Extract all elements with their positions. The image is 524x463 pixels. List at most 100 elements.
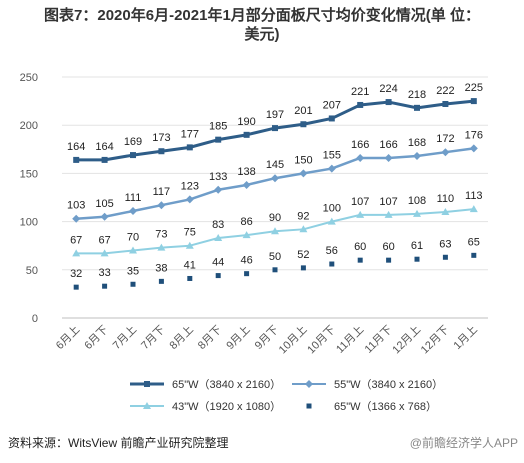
legend-marker (143, 402, 151, 409)
y-tick-label: 150 (20, 168, 38, 180)
data-point (157, 243, 166, 251)
data-point (300, 265, 306, 271)
data-label: 52 (297, 249, 309, 261)
data-point (357, 257, 363, 263)
data-label: 50 (269, 251, 281, 263)
data-point (356, 210, 365, 218)
data-label: 164 (67, 141, 85, 153)
data-point (469, 205, 478, 213)
data-point (386, 257, 392, 263)
data-point (471, 252, 477, 258)
legend-entry: 43"W（1920 x 1080） (172, 400, 281, 413)
data-point (469, 144, 478, 153)
data-point (185, 195, 194, 204)
data-point (129, 206, 137, 215)
data-label: 185 (209, 121, 227, 133)
data-label: 32 (70, 268, 82, 280)
data-point (327, 217, 336, 225)
data-point (470, 98, 477, 105)
data-label: 46 (240, 255, 252, 267)
data-point (299, 169, 308, 178)
legend-entry: 65"W（1366 x 768） (334, 400, 437, 413)
x-tick-label: 7月上 (110, 323, 139, 352)
y-tick-label: 50 (26, 265, 38, 277)
data-label: 177 (181, 128, 199, 140)
data-point (357, 101, 364, 108)
data-labels: 164 164 169 173 177 185 190 197 201 207 221 224 218 2… (67, 82, 483, 280)
data-label: 75 (184, 227, 196, 239)
chart-title-line1: 图表7：2020年6月-2021年1月部分面板尺寸均价变化情况(单 位： (44, 7, 480, 24)
data-point (72, 249, 81, 257)
x-tick-label: 10月上 (276, 323, 309, 356)
data-label: 63 (439, 238, 451, 250)
data-label: 60 (382, 241, 394, 253)
data-point (214, 185, 223, 194)
data-label: 138 (237, 166, 255, 178)
data-point (413, 209, 421, 217)
x-tick-label: 6月上 (53, 323, 82, 352)
x-tick-label: 11月上 (333, 323, 366, 356)
y-tick-label: 200 (20, 120, 38, 132)
source-note: 资料来源：WitsView 前瞻产业研究院整理 (8, 436, 229, 450)
data-label: 123 (181, 180, 199, 192)
data-label: 92 (297, 210, 309, 222)
x-tick-label: 9月上 (224, 323, 253, 352)
data-point (442, 254, 448, 260)
data-point (271, 174, 279, 183)
data-point (242, 180, 251, 189)
data-label: 100 (323, 203, 341, 215)
x-tick-label: 7月下 (139, 324, 167, 352)
y-axis: 0 50 100 150 200 250 (20, 72, 38, 325)
data-label: 224 (379, 83, 397, 95)
data-label: 61 (411, 240, 423, 252)
data-point (102, 283, 108, 289)
data-label: 172 (436, 133, 454, 145)
y-tick-label: 0 (32, 313, 38, 325)
data-point (384, 210, 393, 218)
data-point (73, 156, 80, 163)
data-point (215, 136, 222, 143)
x-axis: 6月上 6月下 7月上 7月下 8月上 8月下 9月上 9月下10月上10月下11月上11月下… (53, 323, 480, 356)
data-point (271, 227, 279, 235)
legend-marker (144, 381, 150, 387)
chart-title-line2: 美元) (244, 26, 280, 43)
data-label: 105 (95, 198, 113, 210)
data-label: 207 (323, 99, 341, 111)
data-label: 65 (468, 236, 480, 248)
data-point (158, 148, 165, 155)
data-label: 44 (212, 257, 224, 269)
data-point (243, 131, 250, 138)
data-point (73, 284, 79, 290)
data-point (157, 201, 166, 210)
data-point (414, 256, 420, 262)
data-label: 164 (95, 141, 113, 153)
data-point (328, 115, 335, 122)
data-point (101, 156, 108, 163)
data-point (299, 225, 308, 233)
data-label: 218 (408, 89, 426, 101)
data-point (300, 121, 307, 128)
data-label: 155 (323, 150, 341, 162)
data-label: 166 (351, 139, 369, 151)
x-tick-label: 10月下 (305, 324, 338, 357)
legend-entry: 65"W（3840 x 2160） (172, 378, 281, 391)
data-point (100, 249, 109, 257)
data-label: 222 (436, 85, 454, 97)
legend-entry: 55"W（3840 x 2160） (334, 378, 443, 391)
data-label: 133 (209, 171, 227, 183)
data-label: 197 (266, 109, 284, 121)
data-label: 176 (465, 129, 483, 141)
legend-marker (306, 403, 312, 409)
data-label: 41 (184, 259, 196, 271)
data-point (441, 207, 450, 215)
data-label: 90 (269, 212, 281, 224)
data-label: 33 (98, 267, 110, 279)
data-label: 38 (155, 262, 167, 274)
legend-marker (305, 380, 313, 388)
data-point (329, 261, 335, 267)
data-label: 117 (153, 186, 171, 198)
data-point (158, 278, 164, 284)
data-point (385, 99, 392, 106)
data-label: 168 (408, 137, 426, 149)
data-point (272, 125, 278, 132)
